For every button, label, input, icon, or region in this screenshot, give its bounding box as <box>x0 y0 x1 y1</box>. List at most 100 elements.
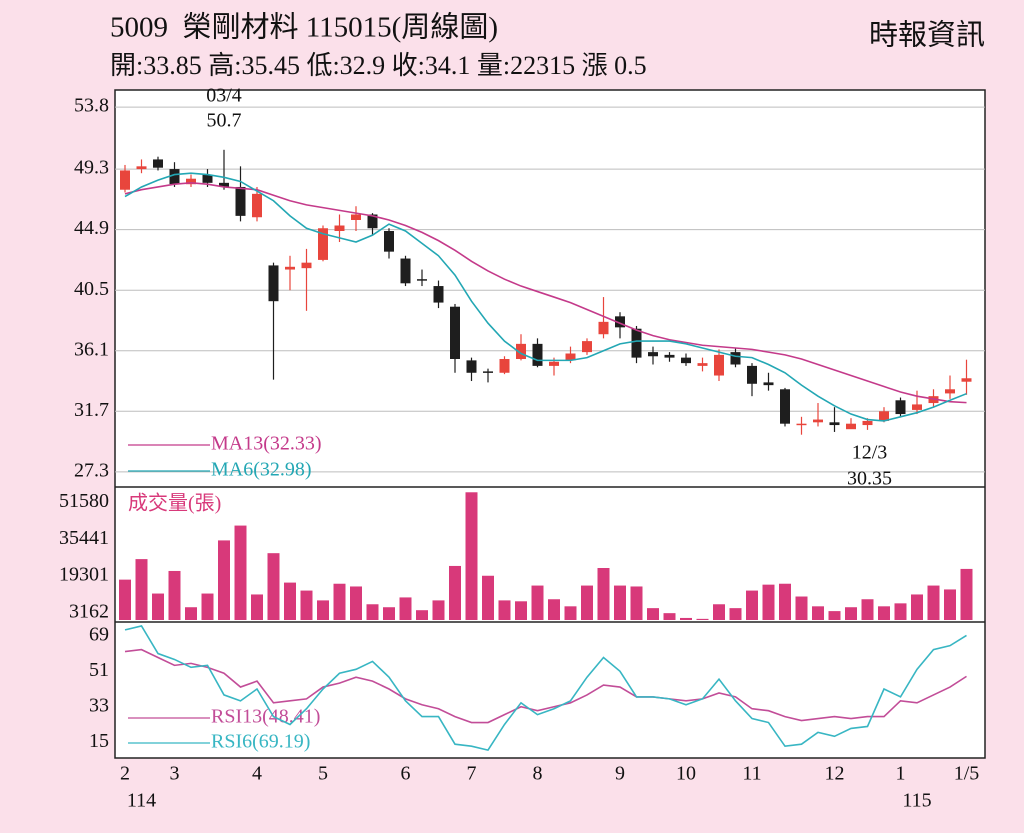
volume-bar <box>432 600 445 620</box>
candle-body <box>565 353 576 361</box>
x-tick-label: 4 <box>252 763 262 785</box>
candle-body <box>895 400 906 415</box>
volume-bar <box>581 585 593 620</box>
candle-body <box>252 193 262 218</box>
volume-bar <box>713 604 725 620</box>
candle-body <box>763 382 774 386</box>
y-tick-label: 31.7 <box>74 399 109 421</box>
volume-bar <box>218 540 230 620</box>
x-year-label: 114 <box>127 790 156 812</box>
chart-subtitle: 開:33.85 高:35.45 低:32.9 收:34.1 量:22315 漲 … <box>110 51 647 80</box>
y-tick-label: 19301 <box>59 564 109 586</box>
volume-bar <box>911 594 923 620</box>
candle-body <box>829 422 840 426</box>
volume-bar <box>168 570 181 620</box>
y-tick-label: 44.9 <box>74 217 109 239</box>
candle-body <box>219 182 229 187</box>
candle-body <box>120 170 130 190</box>
volume-bar <box>201 593 214 620</box>
volume-bar <box>383 607 395 620</box>
candle-body <box>318 228 328 260</box>
legend-label: MA6(32.98) <box>211 459 312 481</box>
candle-body <box>664 354 675 358</box>
volume-bar <box>300 590 313 620</box>
volume-bar <box>267 553 280 620</box>
volume-bar <box>746 590 758 620</box>
volume-bar <box>531 585 544 620</box>
candle-body <box>499 359 510 373</box>
chart-title: 5009 榮剛材料 115015(周線圖) <box>110 11 498 44</box>
volume-bar <box>482 575 494 620</box>
line-series <box>124 625 967 752</box>
volume-bar <box>498 600 511 620</box>
candle-body <box>384 231 394 252</box>
candle-body <box>846 423 856 430</box>
candle-body <box>730 352 741 365</box>
volume-bar <box>135 559 148 620</box>
candle-body <box>747 365 757 384</box>
volume-bar <box>350 586 362 620</box>
annotation-date: 12/3 <box>852 441 888 463</box>
y-tick-label: 69 <box>89 623 109 645</box>
x-tick-label: 2 <box>120 763 130 785</box>
candle-body <box>483 371 493 373</box>
candle-body <box>532 343 543 366</box>
volume-bar <box>927 585 940 620</box>
candle-body <box>367 214 378 229</box>
volume-bar <box>185 607 197 620</box>
y-tick-label: 3162 <box>69 600 109 622</box>
x-year-label: 115 <box>902 790 931 812</box>
panel-label: 成交量(張) <box>128 492 221 515</box>
candle-body <box>780 389 790 424</box>
volume-bar <box>845 607 857 620</box>
legend-label: RSI13(48.41) <box>211 706 320 728</box>
volume-bar <box>647 608 659 620</box>
volume-bar <box>119 579 131 620</box>
x-tick-label: 1 <box>896 763 906 785</box>
candle-body <box>945 389 955 394</box>
volume-bar <box>729 608 742 620</box>
volume-bar <box>795 596 808 620</box>
legend-label: RSI6(69.19) <box>211 731 310 753</box>
candle-body <box>961 378 972 382</box>
volume-bar <box>597 568 610 620</box>
candle-body <box>334 225 345 232</box>
volume-bar <box>861 599 874 620</box>
candle-body <box>268 265 279 302</box>
volume-bar <box>251 594 263 620</box>
x-tick-label: 7 <box>467 763 477 785</box>
annotation-value: 50.7 <box>207 110 242 132</box>
volume-bar <box>812 606 824 620</box>
candle-body <box>912 404 922 410</box>
candle-body <box>285 266 295 270</box>
candle-body <box>235 186 246 216</box>
volume-bar <box>663 613 676 620</box>
y-tick-label: 51 <box>89 659 109 681</box>
volume-bar <box>399 597 412 620</box>
volume-bar <box>944 589 956 620</box>
volume-bar <box>515 601 527 620</box>
volume-bar <box>449 565 461 620</box>
volume-bar <box>234 525 247 620</box>
volume-bar <box>630 586 643 620</box>
candle-body <box>136 166 147 170</box>
volume-bar <box>465 492 478 620</box>
candle-body <box>400 258 411 284</box>
x-tick-label: 10 <box>676 763 696 785</box>
x-tick-label: 6 <box>401 763 411 785</box>
volume-bar <box>680 617 692 620</box>
volume-bar <box>284 582 296 620</box>
candle-body <box>582 341 592 353</box>
volume-bar <box>696 618 709 620</box>
y-tick-label: 35441 <box>59 527 109 549</box>
candle-body <box>862 420 873 426</box>
x-tick-label: 5 <box>318 763 328 785</box>
candle-body <box>681 357 691 364</box>
x-tick-label: 1/5 <box>954 763 980 785</box>
x-tick-label: 8 <box>533 763 543 785</box>
y-tick-label: 40.5 <box>74 278 109 300</box>
volume-bar <box>548 599 560 620</box>
candle-body <box>813 419 823 423</box>
